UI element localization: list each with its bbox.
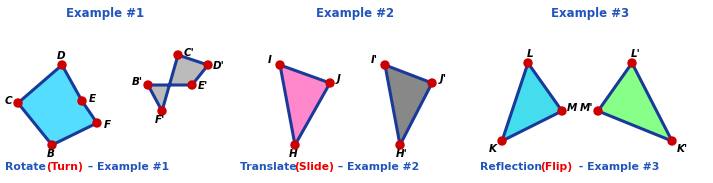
Circle shape <box>276 61 284 69</box>
Circle shape <box>668 137 676 145</box>
Polygon shape <box>18 65 97 145</box>
Polygon shape <box>280 65 330 145</box>
Text: E: E <box>88 94 96 104</box>
Circle shape <box>204 61 212 69</box>
Text: I': I' <box>371 55 377 65</box>
Circle shape <box>188 81 196 89</box>
Text: J: J <box>337 74 341 84</box>
Text: Reflection: Reflection <box>480 162 546 172</box>
Text: F: F <box>103 120 111 130</box>
Circle shape <box>594 107 602 115</box>
Circle shape <box>144 81 152 89</box>
Text: L: L <box>527 49 533 59</box>
Circle shape <box>326 79 334 87</box>
Circle shape <box>396 141 404 149</box>
Text: H': H' <box>396 149 408 159</box>
Circle shape <box>14 99 22 107</box>
Circle shape <box>524 59 532 67</box>
Text: J': J' <box>439 74 446 84</box>
Text: D: D <box>57 51 66 61</box>
Text: K': K' <box>677 144 687 154</box>
Text: I: I <box>268 55 272 65</box>
Text: M: M <box>567 103 578 113</box>
Text: Example #2: Example #2 <box>316 7 394 20</box>
Circle shape <box>78 97 86 105</box>
Polygon shape <box>148 55 208 111</box>
Text: B: B <box>47 149 55 159</box>
Circle shape <box>628 59 636 67</box>
Text: – Example #2: – Example #2 <box>334 162 419 172</box>
Text: K: K <box>489 144 497 154</box>
Circle shape <box>498 137 506 145</box>
Text: F': F' <box>155 115 165 125</box>
Polygon shape <box>502 63 562 141</box>
Polygon shape <box>385 65 432 145</box>
Text: E': E' <box>198 81 208 91</box>
Circle shape <box>291 141 299 149</box>
Text: – Example #1: – Example #1 <box>84 162 169 172</box>
Text: D': D' <box>213 61 225 71</box>
Text: Example #1: Example #1 <box>66 7 144 20</box>
Circle shape <box>428 79 436 87</box>
Circle shape <box>558 107 566 115</box>
Text: C': C' <box>184 48 195 58</box>
Text: M': M' <box>580 103 594 113</box>
Text: C: C <box>4 96 12 106</box>
Circle shape <box>93 119 101 127</box>
Text: (Turn): (Turn) <box>46 162 83 172</box>
Circle shape <box>158 107 166 115</box>
Text: (Slide): (Slide) <box>294 162 334 172</box>
Text: Rotate: Rotate <box>5 162 50 172</box>
Circle shape <box>58 61 66 69</box>
Polygon shape <box>598 63 672 141</box>
Text: Translate: Translate <box>240 162 300 172</box>
Text: (Flip): (Flip) <box>540 162 572 172</box>
Text: L': L' <box>631 49 641 59</box>
Text: H: H <box>289 149 297 159</box>
Text: - Example #3: - Example #3 <box>575 162 660 172</box>
Text: B': B' <box>131 77 143 87</box>
Circle shape <box>48 141 56 149</box>
Text: Example #3: Example #3 <box>551 7 629 20</box>
Circle shape <box>174 51 182 59</box>
Circle shape <box>381 61 389 69</box>
